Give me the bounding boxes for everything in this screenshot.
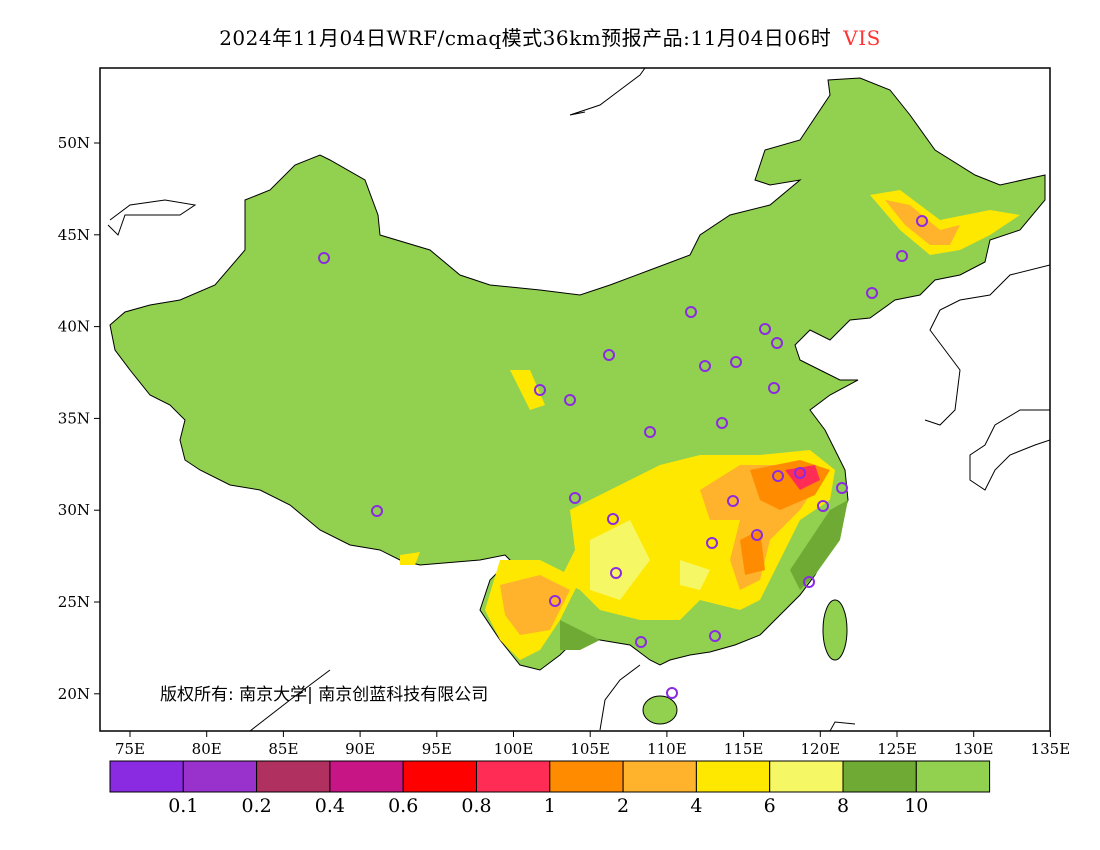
legend-swatch (695, 760, 771, 793)
lon-label: 110E (647, 740, 687, 758)
lon-label: 75E (115, 740, 145, 758)
legend-swatch (402, 760, 478, 793)
title-text: 2024年11月04日WRF/cmaq模式36km预报产品:11月04日06时 (219, 26, 832, 50)
coastlines (107, 68, 1050, 731)
legend-label: 0.6 (388, 795, 418, 817)
lat-label: 40N (58, 318, 90, 336)
legend-swatch (476, 760, 551, 793)
lat-label: 35N (58, 409, 90, 427)
lat-label: 25N (58, 593, 90, 611)
lat-label: 30N (58, 501, 90, 519)
legend-swatch (549, 760, 624, 793)
legend-label: 4 (690, 795, 702, 817)
lat-label: 45N (58, 226, 90, 244)
china-landmass (109, 77, 1046, 671)
lat-label: 50N (58, 134, 90, 152)
lon-label: 135E (1031, 740, 1071, 758)
lon-label: 130E (954, 740, 994, 758)
taiwan (822, 599, 848, 661)
variable-name: VIS (843, 26, 881, 50)
lat-label: 20N (58, 685, 90, 703)
legend-swatch (109, 760, 184, 793)
legend-swatch (256, 760, 331, 793)
legend-swatch (915, 760, 991, 793)
lon-label: 90E (345, 740, 375, 758)
map-frame (99, 67, 1051, 732)
legend-swatch (842, 760, 917, 793)
legend-label: 0.2 (241, 795, 271, 817)
legend-swatch (329, 760, 404, 793)
station-markers (318, 215, 928, 699)
copyright-text: 版权所有: 南京大学| 南京创蓝科技有限公司 (160, 685, 489, 705)
lon-label: 80E (192, 740, 222, 758)
lon-label: 100E (494, 740, 534, 758)
visibility-patches (400, 190, 1020, 660)
lon-label: 95E (422, 740, 452, 758)
legend-swatch (182, 760, 258, 793)
legend-label: 2 (617, 795, 629, 817)
legend-label: 8 (837, 795, 849, 817)
legend-swatch (622, 760, 697, 793)
legend-label: 0.1 (168, 795, 198, 817)
lon-label: 115E (724, 740, 764, 758)
legend-label: 10 (904, 795, 928, 817)
lon-label: 105E (570, 740, 610, 758)
legend-label: 0.4 (315, 795, 345, 817)
lon-label: 120E (801, 740, 841, 758)
map-title: 2024年11月04日WRF/cmaq模式36km预报产品:11月04日06时 V… (0, 22, 1100, 51)
legend-label: 1 (544, 795, 556, 817)
legend-label: 6 (764, 795, 776, 817)
lon-label: 125E (877, 740, 917, 758)
legend-swatch (769, 760, 844, 793)
hainan (642, 695, 678, 725)
lon-label: 85E (268, 740, 298, 758)
legend-label: 0.8 (461, 795, 491, 817)
